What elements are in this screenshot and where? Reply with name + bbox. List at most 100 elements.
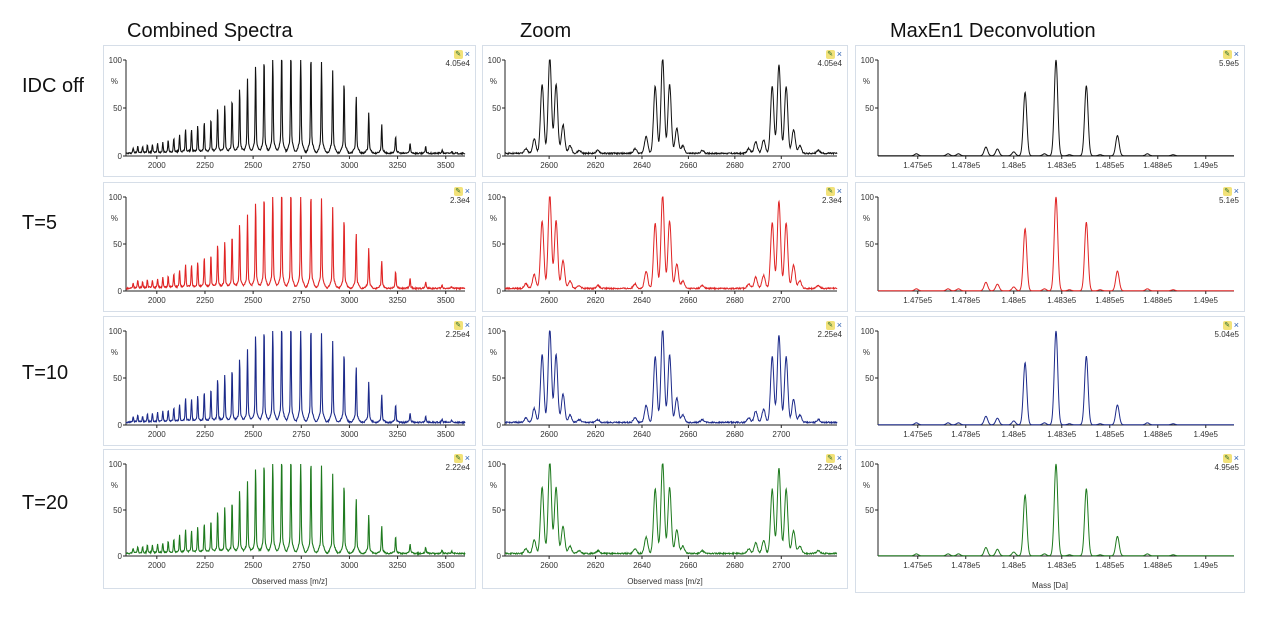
x-tick-label: 2500 — [244, 296, 262, 305]
close-icon[interactable]: × — [464, 319, 470, 330]
close-icon[interactable]: × — [1233, 319, 1239, 330]
pin-icon[interactable]: ✎ — [1222, 49, 1232, 59]
spectrum-plot: 0 50 100% 2000 2250 2500 2750 3000 3250 3500 — [109, 56, 466, 170]
max-intensity-label: 5.04e5 — [1214, 330, 1239, 339]
pin-icon[interactable]: ✎ — [453, 186, 463, 196]
y-axis-label: % — [863, 214, 870, 223]
pin-icon[interactable]: ✎ — [825, 49, 835, 59]
close-icon[interactable]: × — [836, 319, 842, 330]
pin-icon[interactable]: ✎ — [1222, 453, 1232, 463]
x-tick-label: 1.475e5 — [903, 561, 932, 570]
spectrum-panel: ✎ × 2.25e4 0 50 100% 2600 2620 2640 2660 2680 2700 — [482, 316, 848, 446]
max-intensity-label: 5.1e5 — [1218, 196, 1239, 205]
spectrum-plot: 0 50 100% 2600 2620 2640 2660 2680 2700 — [488, 327, 838, 439]
x-tick-label: 2600 — [540, 161, 558, 170]
x-tick-label: 2660 — [680, 430, 698, 439]
x-tick-label: 2000 — [148, 296, 166, 305]
y-tick-label: 50 — [492, 374, 501, 383]
x-tick-label: 1.475e5 — [903, 430, 932, 439]
x-tick-label: 2660 — [680, 161, 698, 170]
close-icon[interactable]: × — [836, 452, 842, 463]
x-tick-label: 1.488e5 — [1143, 561, 1172, 570]
x-tick-label: 2500 — [244, 561, 262, 570]
row-label: IDC off — [22, 75, 84, 97]
x-tick-label: 2000 — [148, 561, 166, 570]
y-tick-label: 100 — [109, 460, 123, 469]
pin-icon[interactable]: ✎ — [825, 453, 835, 463]
x-tick-label: 2680 — [726, 561, 744, 570]
x-tick-label: 1.485e5 — [1095, 296, 1124, 305]
x-tick-label: 1.48e5 — [1002, 296, 1027, 305]
x-tick-label: 1.475e5 — [903, 161, 932, 170]
y-tick-label: 50 — [492, 104, 501, 113]
pin-icon[interactable]: ✎ — [453, 320, 463, 330]
spectrum-trace — [878, 196, 1234, 292]
spectrum-panel: ✎ × 2.3e4 0 50 100% 2000 2250 2500 2750 3000 3250 35… — [103, 182, 476, 312]
y-tick-label: 100 — [861, 460, 875, 469]
close-icon[interactable]: × — [1233, 185, 1239, 196]
close-icon[interactable]: × — [836, 185, 842, 196]
spectrum-trace — [878, 463, 1234, 557]
y-tick-label: 100 — [109, 56, 123, 65]
x-tick-label: 2750 — [292, 561, 310, 570]
panel-controls: ✎ × — [825, 185, 842, 196]
x-tick-label: 1.488e5 — [1143, 161, 1172, 170]
spectrum-panel: ✎ × 4.05e4 0 50 100% 2000 2250 2500 2750 3000 3250 3… — [103, 45, 476, 177]
spectrum-plot: 0 50 100% 2000 2250 2500 2750 3000 3250 3500 — [109, 327, 466, 439]
y-axis-label: % — [111, 214, 118, 223]
x-tick-label: 2640 — [633, 296, 651, 305]
spectrum-panel: ✎ × 2.22e4 Observed mass [m/z] 0 50 100% 2600 26… — [482, 449, 848, 589]
pin-icon[interactable]: ✎ — [1222, 186, 1232, 196]
y-tick-label: 100 — [861, 327, 875, 336]
close-icon[interactable]: × — [464, 452, 470, 463]
x-tick-label: 1.49e5 — [1194, 430, 1219, 439]
y-tick-label: 0 — [497, 552, 502, 561]
x-tick-label: 2620 — [587, 161, 605, 170]
x-tick-label: 2250 — [196, 561, 214, 570]
y-tick-label: 100 — [861, 56, 875, 65]
pin-icon[interactable]: ✎ — [453, 49, 463, 59]
x-tick-label: 3250 — [389, 296, 407, 305]
y-tick-label: 100 — [488, 327, 502, 336]
y-tick-label: 100 — [109, 193, 123, 202]
y-axis-label: % — [111, 348, 118, 357]
x-tick-label: 2640 — [633, 161, 651, 170]
column-title: Combined Spectra — [127, 20, 293, 42]
x-tick-label: 2640 — [633, 430, 651, 439]
y-tick-label: 50 — [113, 506, 122, 515]
spectrum-plot: 0 50 100% 2600 2620 2640 2660 2680 2700 — [488, 193, 838, 305]
y-tick-label: 0 — [118, 552, 123, 561]
spectrum-panel: ✎ × 4.95e5 Mass [Da] 50 100% 1.475e5 1.478e5 1.4… — [855, 449, 1245, 593]
x-tick-label: 2620 — [587, 296, 605, 305]
x-tick-label: 1.478e5 — [951, 296, 980, 305]
x-tick-label: 3250 — [389, 561, 407, 570]
x-tick-label: 3500 — [437, 161, 455, 170]
y-tick-label: 0 — [497, 421, 502, 430]
panel-controls: ✎ × — [1222, 319, 1239, 330]
max-intensity-label: 4.05e4 — [445, 59, 470, 68]
x-tick-label: 3500 — [437, 296, 455, 305]
spectrum-plot: 0 50 100% 2000 2250 2500 2750 3000 3250 3500 — [109, 460, 466, 570]
pin-icon[interactable]: ✎ — [453, 453, 463, 463]
close-icon[interactable]: × — [1233, 48, 1239, 59]
close-icon[interactable]: × — [464, 48, 470, 59]
spectrum-plot: 50 100% 1.475e5 1.478e5 1.48e5 1.483e5 1.485e5… — [861, 327, 1234, 439]
pin-icon[interactable]: ✎ — [825, 320, 835, 330]
close-icon[interactable]: × — [836, 48, 842, 59]
spectrum-plot: 0 50 100% 2600 2620 2640 2660 2680 2700 — [488, 460, 838, 570]
y-axis-label: % — [490, 481, 497, 490]
max-intensity-label: 5.9e5 — [1218, 59, 1239, 68]
column-title: Zoom — [520, 20, 572, 42]
spectrum-plot: 0 50 100% 2600 2620 2640 2660 2680 2700 — [488, 56, 838, 170]
x-tick-label: 3500 — [437, 561, 455, 570]
y-axis-label: % — [863, 481, 870, 490]
x-tick-label: 1.48e5 — [1002, 430, 1027, 439]
y-axis-label: % — [111, 77, 118, 86]
close-icon[interactable]: × — [464, 185, 470, 196]
close-icon[interactable]: × — [1233, 452, 1239, 463]
column-title: MaxEn1 Deconvolution — [890, 20, 1096, 42]
pin-icon[interactable]: ✎ — [1222, 320, 1232, 330]
pin-icon[interactable]: ✎ — [825, 186, 835, 196]
x-tick-label: 1.48e5 — [1002, 561, 1027, 570]
x-tick-label: 1.478e5 — [951, 430, 980, 439]
